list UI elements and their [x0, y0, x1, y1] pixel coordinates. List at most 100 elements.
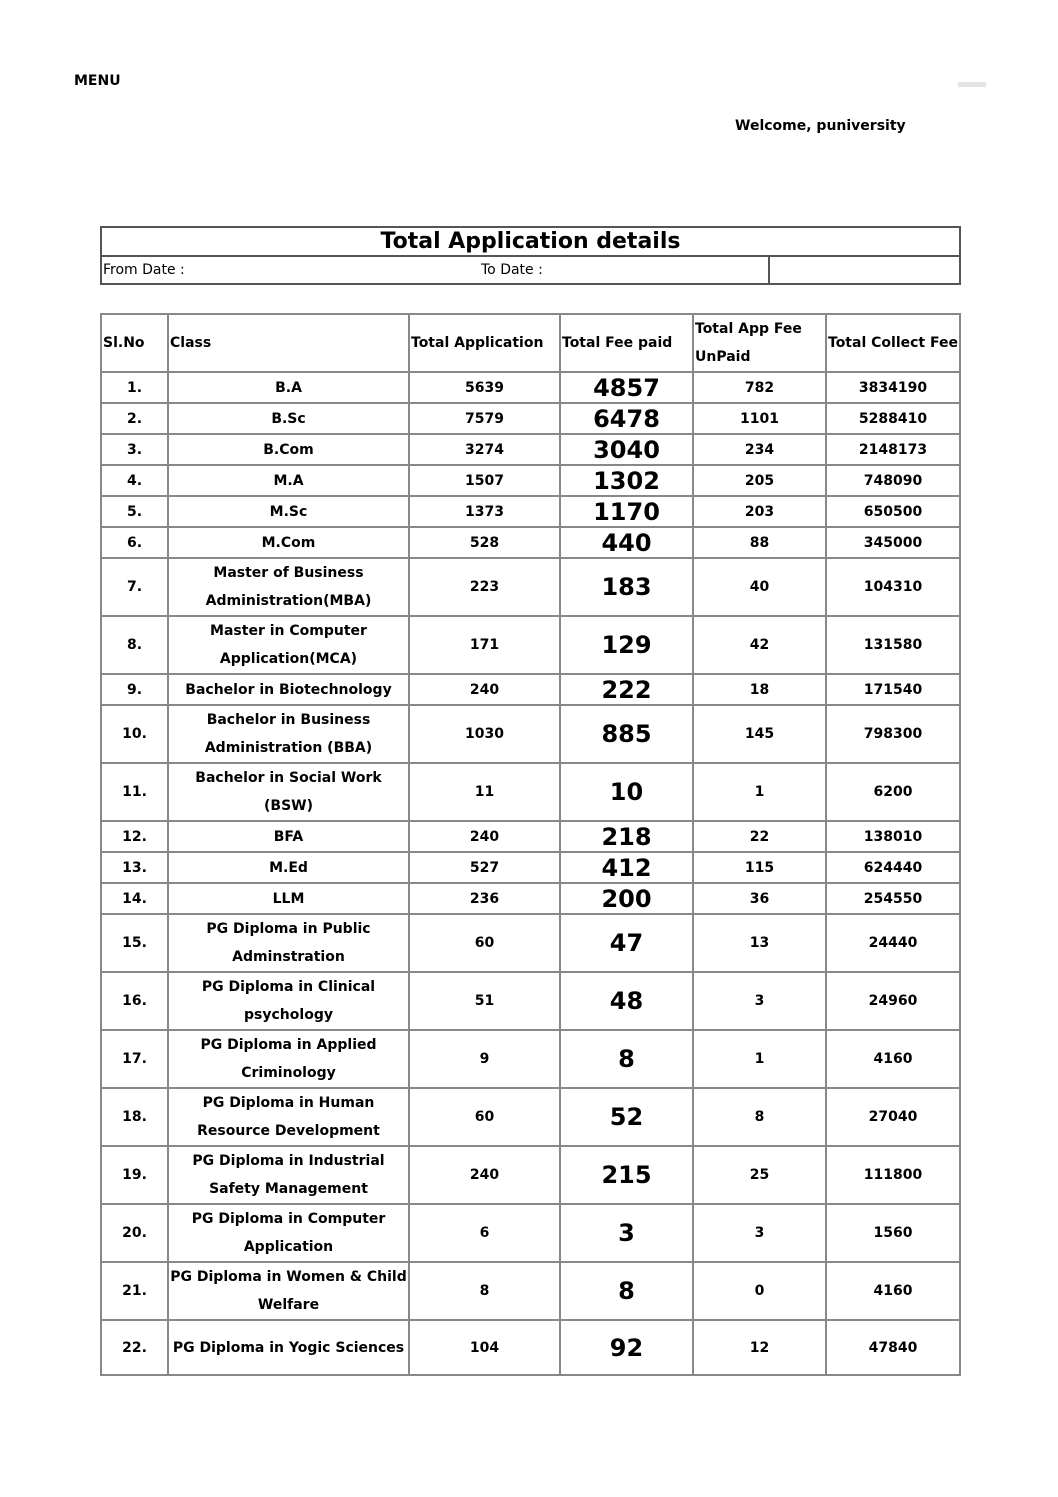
cell-total-application: 60 [408, 913, 561, 973]
cell-class: B.Com [167, 433, 410, 466]
cell-total-fee-paid: 412 [559, 851, 694, 884]
cell-unpaid: 1 [692, 1029, 827, 1089]
cell-total-fee-paid: 1302 [559, 464, 694, 497]
cell-total-application: 528 [408, 526, 561, 559]
cell-total-fee-paid: 10 [559, 762, 694, 822]
cell-sl-no: 5. [100, 495, 169, 528]
cell-total-application: 5639 [408, 371, 561, 404]
cell-sl-no: 10. [100, 704, 169, 764]
cell-class: Bachelor in Biotechnology [167, 673, 410, 706]
cell-total-application: 223 [408, 557, 561, 617]
cell-unpaid: 12 [692, 1319, 827, 1376]
cell-collect-fee: 4160 [825, 1261, 961, 1321]
cell-sl-no: 17. [100, 1029, 169, 1089]
cell-unpaid: 13 [692, 913, 827, 973]
cell-total-fee-paid: 8 [559, 1029, 694, 1089]
cell-class: PG Diploma in Industrial Safety Manageme… [167, 1145, 410, 1205]
cell-unpaid: 25 [692, 1145, 827, 1205]
cell-class: PG Diploma in Applied Criminology [167, 1029, 410, 1089]
cell-collect-fee: 111800 [825, 1145, 961, 1205]
table-row: 10. Bachelor in Business Administration (… [100, 704, 961, 764]
cell-total-fee-paid: 4857 [559, 371, 694, 404]
cell-collect-fee: 624440 [825, 851, 961, 884]
cell-total-fee-paid: 440 [559, 526, 694, 559]
cell-collect-fee: 131580 [825, 615, 961, 675]
cell-sl-no: 6. [100, 526, 169, 559]
cell-sl-no: 7. [100, 557, 169, 617]
table-row: 6. M.Com 528 440 88 345000 [100, 526, 961, 559]
cell-unpaid: 205 [692, 464, 827, 497]
cell-collect-fee: 27040 [825, 1087, 961, 1147]
to-date-label: To Date : [481, 262, 543, 278]
cell-collect-fee: 2148173 [825, 433, 961, 466]
cell-sl-no: 14. [100, 882, 169, 915]
cell-total-application: 8 [408, 1261, 561, 1321]
cell-class: PG Diploma in Women & Child Welfare [167, 1261, 410, 1321]
cell-total-application: 11 [408, 762, 561, 822]
cell-total-fee-paid: 222 [559, 673, 694, 706]
cell-collect-fee: 138010 [825, 820, 961, 853]
cell-collect-fee: 1560 [825, 1203, 961, 1263]
cell-total-application: 240 [408, 673, 561, 706]
cell-class: M.A [167, 464, 410, 497]
cell-total-application: 1373 [408, 495, 561, 528]
cell-collect-fee: 3834190 [825, 371, 961, 404]
cell-sl-no: 12. [100, 820, 169, 853]
cell-class: PG Diploma in Computer Application [167, 1203, 410, 1263]
cell-class: M.Ed [167, 851, 410, 884]
cell-total-application: 104 [408, 1319, 561, 1376]
cell-unpaid: 8 [692, 1087, 827, 1147]
cell-sl-no: 8. [100, 615, 169, 675]
from-date-label: From Date : [103, 262, 185, 278]
cell-sl-no: 11. [100, 762, 169, 822]
cell-total-application: 1507 [408, 464, 561, 497]
cell-unpaid: 1 [692, 762, 827, 822]
cell-sl-no: 4. [100, 464, 169, 497]
table-row: 18. PG Diploma in Human Resource Developm… [100, 1087, 961, 1147]
cell-sl-no: 15. [100, 913, 169, 973]
table-row: 9. Bachelor in Biotechnology 240 222 18 17154… [100, 673, 961, 706]
cell-class: M.Com [167, 526, 410, 559]
table-row: 14. LLM 236 200 36 254550 [100, 882, 961, 915]
cell-unpaid: 0 [692, 1261, 827, 1321]
cell-sl-no: 13. [100, 851, 169, 884]
cell-total-fee-paid: 200 [559, 882, 694, 915]
table-row: 1. B.A 5639 4857 782 3834190 [100, 371, 961, 404]
cell-collect-fee: 171540 [825, 673, 961, 706]
cell-total-application: 236 [408, 882, 561, 915]
cell-unpaid: 782 [692, 371, 827, 404]
cell-total-fee-paid: 218 [559, 820, 694, 853]
cell-class: Master in Computer Application(MCA) [167, 615, 410, 675]
cell-total-application: 51 [408, 971, 561, 1031]
cell-class: Master of Business Administration(MBA) [167, 557, 410, 617]
cell-total-application: 240 [408, 1145, 561, 1205]
table-row: 5. M.Sc 1373 1170 203 650500 [100, 495, 961, 528]
menu-toggle[interactable] [958, 82, 986, 87]
menu-button[interactable]: MENU [74, 73, 121, 89]
table-row: 3. B.Com 3274 3040 234 2148173 [100, 433, 961, 466]
table-row: 20. PG Diploma in Computer Application 6 3 3… [100, 1203, 961, 1263]
cell-sl-no: 3. [100, 433, 169, 466]
cell-collect-fee: 798300 [825, 704, 961, 764]
date-extra-cell [768, 255, 961, 285]
table-row: 17. PG Diploma in Applied Criminology 9 8 1 4… [100, 1029, 961, 1089]
cell-total-application: 171 [408, 615, 561, 675]
cell-total-application: 240 [408, 820, 561, 853]
cell-total-fee-paid: 3 [559, 1203, 694, 1263]
cell-total-application: 7579 [408, 402, 561, 435]
cell-collect-fee: 104310 [825, 557, 961, 617]
table-header-row: Sl.No Class Total Application Total Fee … [100, 313, 961, 373]
cell-class: B.Sc [167, 402, 410, 435]
cell-unpaid: 203 [692, 495, 827, 528]
cell-total-fee-paid: 183 [559, 557, 694, 617]
cell-total-application: 3274 [408, 433, 561, 466]
table-row: 7. Master of Business Administration(MBA)… [100, 557, 961, 617]
cell-total-application: 60 [408, 1087, 561, 1147]
cell-total-application: 527 [408, 851, 561, 884]
cell-total-application: 1030 [408, 704, 561, 764]
cell-total-fee-paid: 1170 [559, 495, 694, 528]
cell-unpaid: 1101 [692, 402, 827, 435]
cell-collect-fee: 748090 [825, 464, 961, 497]
cell-total-application: 6 [408, 1203, 561, 1263]
cell-collect-fee: 4160 [825, 1029, 961, 1089]
